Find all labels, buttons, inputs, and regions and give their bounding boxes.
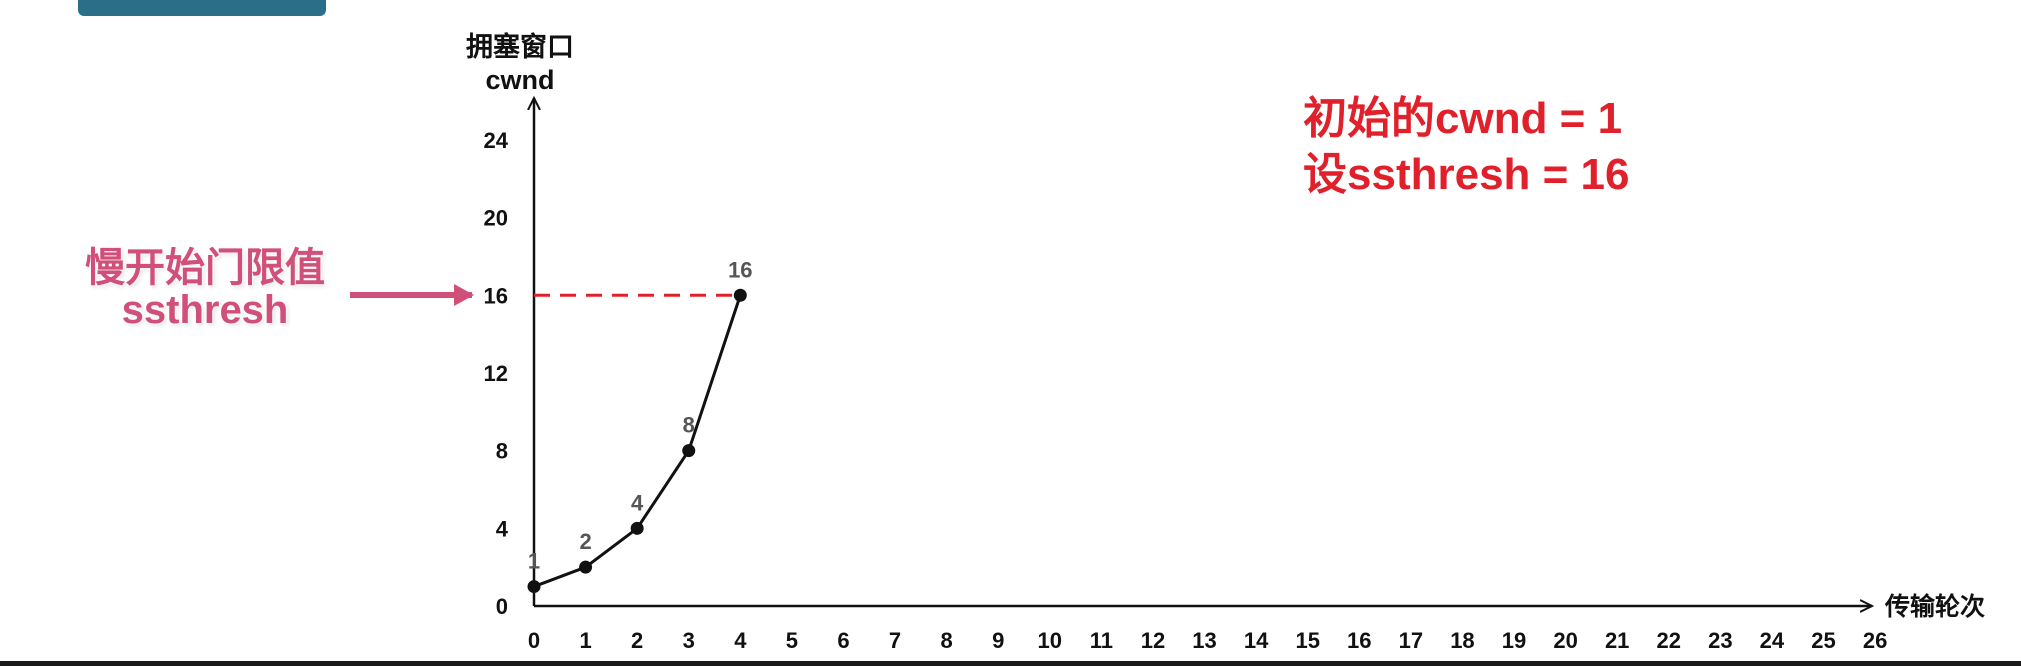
cwnd-series-line: [533, 294, 742, 588]
data-point: [579, 560, 593, 574]
y-tick-label: 0: [496, 594, 508, 619]
x-tick-label: 3: [683, 628, 695, 653]
data-point: [733, 288, 747, 302]
x-tick-label: 11: [1090, 628, 1113, 653]
x-tick-label: 0: [528, 628, 540, 653]
x-tick-label: 9: [992, 628, 1004, 653]
x-tick-label: 12: [1141, 628, 1165, 653]
x-tick-label: 13: [1192, 628, 1216, 653]
data-point: [682, 444, 696, 458]
ssthresh-callout-title: 慢开始门限值: [85, 246, 325, 290]
x-tick-label: 25: [1811, 628, 1835, 653]
x-tick-label: 5: [786, 628, 798, 653]
x-axis-title: 传输轮次: [1884, 592, 1985, 621]
x-tick-label: 10: [1038, 628, 1062, 653]
x-tick-label: 2: [631, 628, 643, 653]
x-tick-label: 23: [1708, 628, 1732, 653]
x-tick-label: 19: [1502, 628, 1526, 653]
x-tick-label: 26: [1863, 628, 1887, 653]
x-tick-label: 8: [941, 628, 953, 653]
y-tick-label: 8: [496, 439, 508, 464]
y-tick-label: 12: [484, 361, 508, 386]
x-tick-label: 17: [1399, 628, 1423, 653]
x-tick-label: 24: [1760, 628, 1785, 653]
x-tick-label: 14: [1244, 628, 1269, 653]
x-tick-label: 15: [1295, 628, 1319, 653]
x-tick-label: 6: [837, 628, 849, 653]
ssthresh-callout-label: ssthresh: [121, 288, 289, 332]
y-tick-label: 16: [484, 283, 508, 308]
ssthresh-setting-note: 设ssthresh = 16: [1303, 150, 1630, 199]
y-tick-label: 4: [496, 516, 509, 541]
y-tick-label: 24: [484, 128, 509, 153]
data-point-label: 8: [683, 413, 695, 438]
cwnd-series-points: 1 2 4 8 16: [527, 257, 753, 594]
y-tick-label: 20: [484, 206, 508, 231]
x-tick-label: 20: [1553, 628, 1577, 653]
y-tick-labels: 0 4 8 12 16 20 24: [484, 128, 509, 619]
x-tick-label: 22: [1657, 628, 1681, 653]
data-point: [630, 521, 644, 535]
data-point-label: 1: [528, 549, 540, 574]
x-tick-label: 7: [889, 628, 901, 653]
initial-cwnd-note: 初始的cwnd = 1: [1303, 94, 1623, 143]
bottom-border-bar: [0, 661, 2021, 666]
x-tick-label: 18: [1450, 628, 1474, 653]
data-point-label: 16: [728, 257, 752, 282]
data-point: [527, 580, 541, 594]
x-tick-labels: 0 1 2 3 4 5 6 7 8 9 10 11 12 13 14 15 16 17 18 19 20 21 22 23 24…: [528, 628, 1887, 653]
y-axis-title-en: cwnd: [485, 65, 554, 95]
top-tab-decoration: [78, 0, 326, 16]
data-point-label: 2: [579, 529, 591, 554]
x-tick-label: 1: [579, 628, 591, 653]
data-point-label: 4: [631, 490, 644, 515]
x-tick-label: 16: [1347, 628, 1371, 653]
y-axis-title-cn: 拥塞窗口: [466, 31, 574, 62]
x-tick-label: 21: [1605, 628, 1629, 653]
x-tick-label: 4: [734, 628, 747, 653]
